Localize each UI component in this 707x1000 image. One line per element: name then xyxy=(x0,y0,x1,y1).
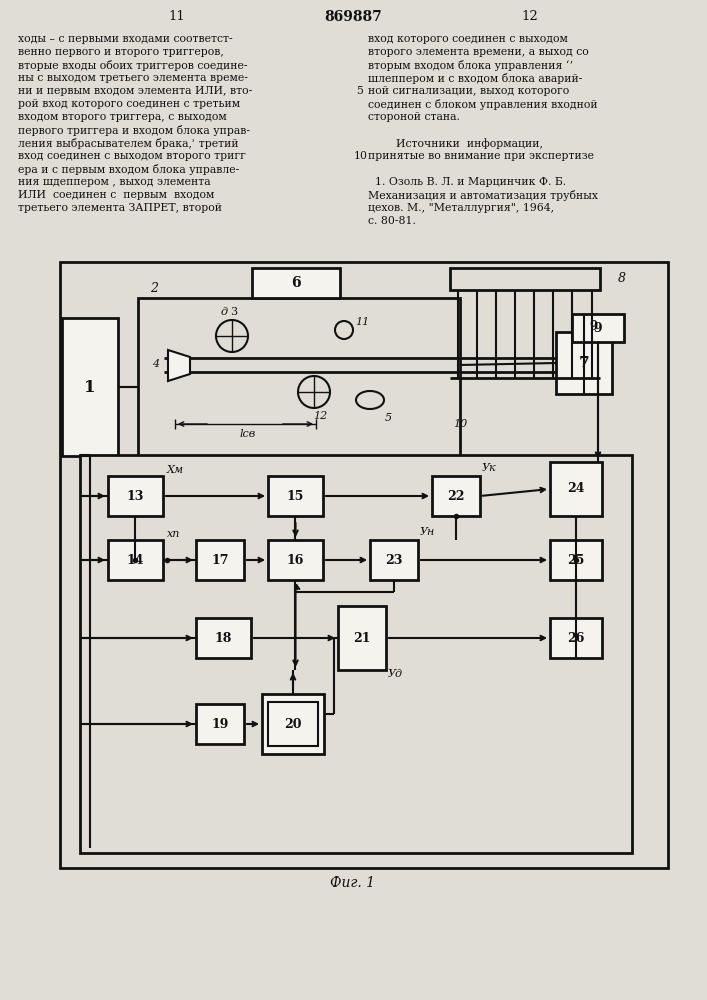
Bar xyxy=(80,455,632,853)
Text: 20: 20 xyxy=(284,718,302,730)
Text: 11: 11 xyxy=(169,10,185,23)
Text: ни и первым входом элемента ИЛИ, вто-: ни и первым входом элемента ИЛИ, вто- xyxy=(18,86,252,96)
Text: 1: 1 xyxy=(84,378,95,395)
Bar xyxy=(252,268,340,298)
Text: вторые входы обоих триггеров соедине-: вторые входы обоих триггеров соедине- xyxy=(18,60,247,71)
Text: ния шдеппером , выход элемента: ния шдеппером , выход элемента xyxy=(18,177,211,187)
Ellipse shape xyxy=(356,391,384,409)
Text: ИЛИ  соединен с  первым  входом: ИЛИ соединен с первым входом xyxy=(18,190,214,200)
Text: 12: 12 xyxy=(522,10,538,23)
Text: третьего элемента ЗАПРЕТ, второй: третьего элемента ЗАПРЕТ, второй xyxy=(18,203,222,213)
Bar xyxy=(550,618,602,658)
Text: вход соединен с выходом второго тригг: вход соединен с выходом второго тригг xyxy=(18,151,246,161)
Bar xyxy=(60,262,668,868)
Text: входом второго триггера, с выходом: входом второго триггера, с выходом xyxy=(18,112,227,122)
Text: 9: 9 xyxy=(589,320,597,332)
Bar xyxy=(370,540,418,580)
Bar xyxy=(268,702,318,746)
Text: вторым входом блока управления ‘ʼ: вторым входом блока управления ‘ʼ xyxy=(368,60,573,71)
Text: 26: 26 xyxy=(567,632,585,645)
Text: принятые во внимание при экспертизе: принятые во внимание при экспертизе xyxy=(368,151,594,161)
Text: 25: 25 xyxy=(567,554,585,566)
Text: 2: 2 xyxy=(150,282,158,296)
Text: 18: 18 xyxy=(215,632,232,645)
Text: цехов. М., "Металлургия", 1964,: цехов. М., "Металлургия", 1964, xyxy=(368,203,554,213)
Text: вход которого соединен с выходом: вход которого соединен с выходом xyxy=(368,34,568,44)
Bar xyxy=(432,476,480,516)
Bar xyxy=(450,268,600,290)
Text: 13: 13 xyxy=(127,489,144,502)
Text: 22: 22 xyxy=(448,489,464,502)
Bar xyxy=(338,606,386,670)
Text: 12: 12 xyxy=(313,411,327,421)
Text: Источники  информации,: Источники информации, xyxy=(368,138,543,149)
Text: Хм: Хм xyxy=(167,465,184,475)
Text: 10: 10 xyxy=(354,151,368,161)
Text: 5: 5 xyxy=(385,413,392,423)
Text: 9: 9 xyxy=(594,322,602,334)
Text: 21: 21 xyxy=(354,632,370,645)
Text: 8: 8 xyxy=(618,271,626,284)
Text: шлеппером и с входом блока аварий-: шлеппером и с входом блока аварий- xyxy=(368,73,583,84)
Text: хп: хп xyxy=(167,529,180,539)
Bar xyxy=(62,318,118,456)
Bar xyxy=(196,704,244,744)
Text: Ун: Ун xyxy=(420,527,436,537)
Bar xyxy=(108,476,163,516)
Polygon shape xyxy=(168,350,190,381)
Text: ной сигнализации, выход которого: ной сигнализации, выход которого xyxy=(368,86,569,96)
Text: 3: 3 xyxy=(230,307,238,317)
Bar xyxy=(196,540,244,580)
Bar xyxy=(108,540,163,580)
Bar xyxy=(196,618,251,658)
Text: 17: 17 xyxy=(211,554,229,566)
Bar xyxy=(550,540,602,580)
Text: 11: 11 xyxy=(355,317,369,327)
Bar xyxy=(550,462,602,516)
Text: Механизация и автоматизация трубных: Механизация и автоматизация трубных xyxy=(368,190,598,201)
Circle shape xyxy=(298,376,330,408)
Bar xyxy=(572,314,624,342)
Text: ера и с первым входом блока управле-: ера и с первым входом блока управле- xyxy=(18,164,239,175)
Text: д: д xyxy=(221,307,228,317)
Text: рой вход которого соединен с третьим: рой вход которого соединен с третьим xyxy=(18,99,240,109)
Text: соединен с блоком управления входной: соединен с блоком управления входной xyxy=(368,99,597,110)
Text: Ук: Ук xyxy=(482,463,496,473)
Bar xyxy=(268,540,323,580)
Text: Фиг. 1: Фиг. 1 xyxy=(330,876,375,890)
Text: lсв: lсв xyxy=(240,429,256,439)
Text: 14: 14 xyxy=(127,554,144,566)
Text: 15: 15 xyxy=(287,489,304,502)
Text: 16: 16 xyxy=(287,554,304,566)
Text: 6: 6 xyxy=(291,276,300,290)
Text: первого триггера и входом блока управ-: первого триггера и входом блока управ- xyxy=(18,125,250,136)
Bar xyxy=(572,320,614,332)
Text: ходы – с первыми входами соответст-: ходы – с первыми входами соответст- xyxy=(18,34,233,44)
Circle shape xyxy=(216,320,248,352)
Text: с. 80-81.: с. 80-81. xyxy=(368,216,416,226)
Bar xyxy=(138,298,460,468)
Text: 10: 10 xyxy=(453,419,467,429)
Text: 24: 24 xyxy=(567,483,585,495)
Text: 5: 5 xyxy=(356,86,363,96)
Bar xyxy=(268,476,323,516)
Text: венно первого и второго триггеров,: венно первого и второго триггеров, xyxy=(18,47,224,57)
Text: ления выбрасывателем брака,ʾ третий: ления выбрасывателем брака,ʾ третий xyxy=(18,138,239,149)
Text: 7: 7 xyxy=(579,356,590,370)
Text: стороной стана.: стороной стана. xyxy=(368,112,460,122)
Bar xyxy=(556,332,612,394)
Circle shape xyxy=(335,321,353,339)
Text: второго элемента времени, а выход со: второго элемента времени, а выход со xyxy=(368,47,589,57)
Text: 869887: 869887 xyxy=(324,10,382,24)
Text: 23: 23 xyxy=(385,554,403,566)
Text: 1. Озоль В. Л. и Марцинчик Ф. Б.: 1. Озоль В. Л. и Марцинчик Ф. Б. xyxy=(368,177,566,187)
Text: Уд: Уд xyxy=(388,669,403,679)
Text: 19: 19 xyxy=(211,718,228,730)
Text: ны с выходом третьего элемента време-: ны с выходом третьего элемента време- xyxy=(18,73,248,83)
Bar xyxy=(262,694,324,754)
Text: 4: 4 xyxy=(153,359,160,369)
